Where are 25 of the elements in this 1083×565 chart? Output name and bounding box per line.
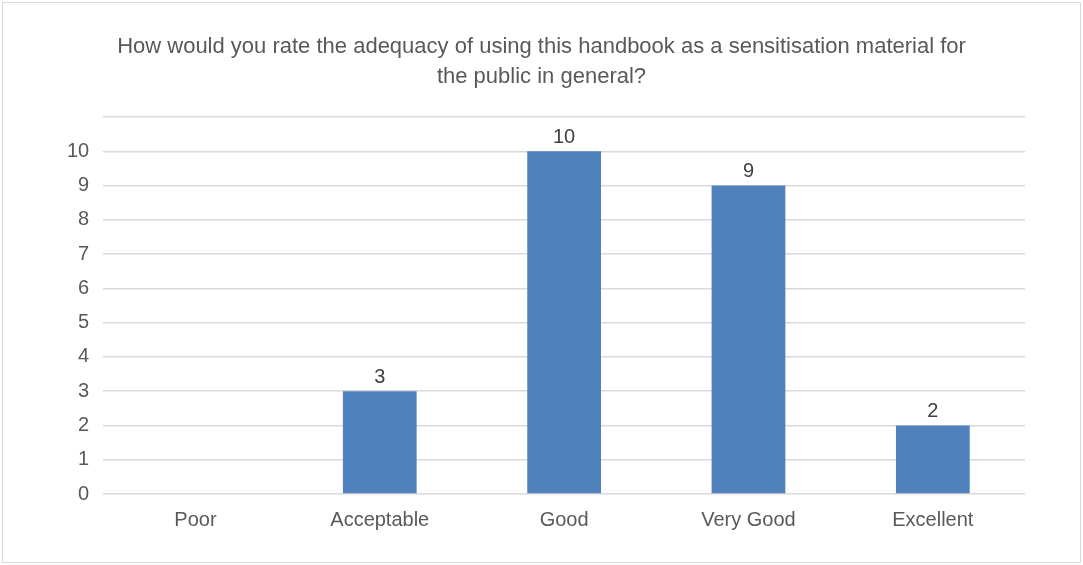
y-tick-label: 5 — [78, 310, 90, 333]
data-label: 10 — [553, 124, 576, 147]
x-tick-label: Excellent — [892, 507, 974, 530]
y-tick-label: 6 — [78, 275, 90, 298]
bar — [527, 151, 601, 494]
y-tick-label: 0 — [78, 481, 90, 504]
x-tick-label: Very Good — [701, 507, 796, 530]
x-tick-label: Acceptable — [330, 507, 430, 530]
x-tick-label: Good — [539, 507, 589, 530]
x-tick-label: Poor — [174, 507, 217, 530]
bar — [342, 391, 417, 494]
y-tick-label: 7 — [78, 241, 90, 264]
y-tick-label: 2 — [78, 412, 90, 435]
y-tick-label: 10 — [67, 138, 90, 161]
y-tick-label: 1 — [78, 447, 90, 470]
y-tick-label: 4 — [78, 344, 90, 367]
chart-title: How would you rate the adequacy of using this handbook as a sensitisation material for the public in general? — [116, 32, 967, 90]
y-tick-label: 9 — [78, 173, 90, 196]
y-tick-label: 8 — [78, 207, 90, 230]
data-label: 9 — [742, 159, 755, 182]
bar — [895, 425, 970, 494]
bar — [711, 185, 786, 494]
data-label: 2 — [927, 398, 939, 421]
y-tick-label: 3 — [78, 378, 90, 401]
data-label: 3 — [374, 364, 386, 387]
